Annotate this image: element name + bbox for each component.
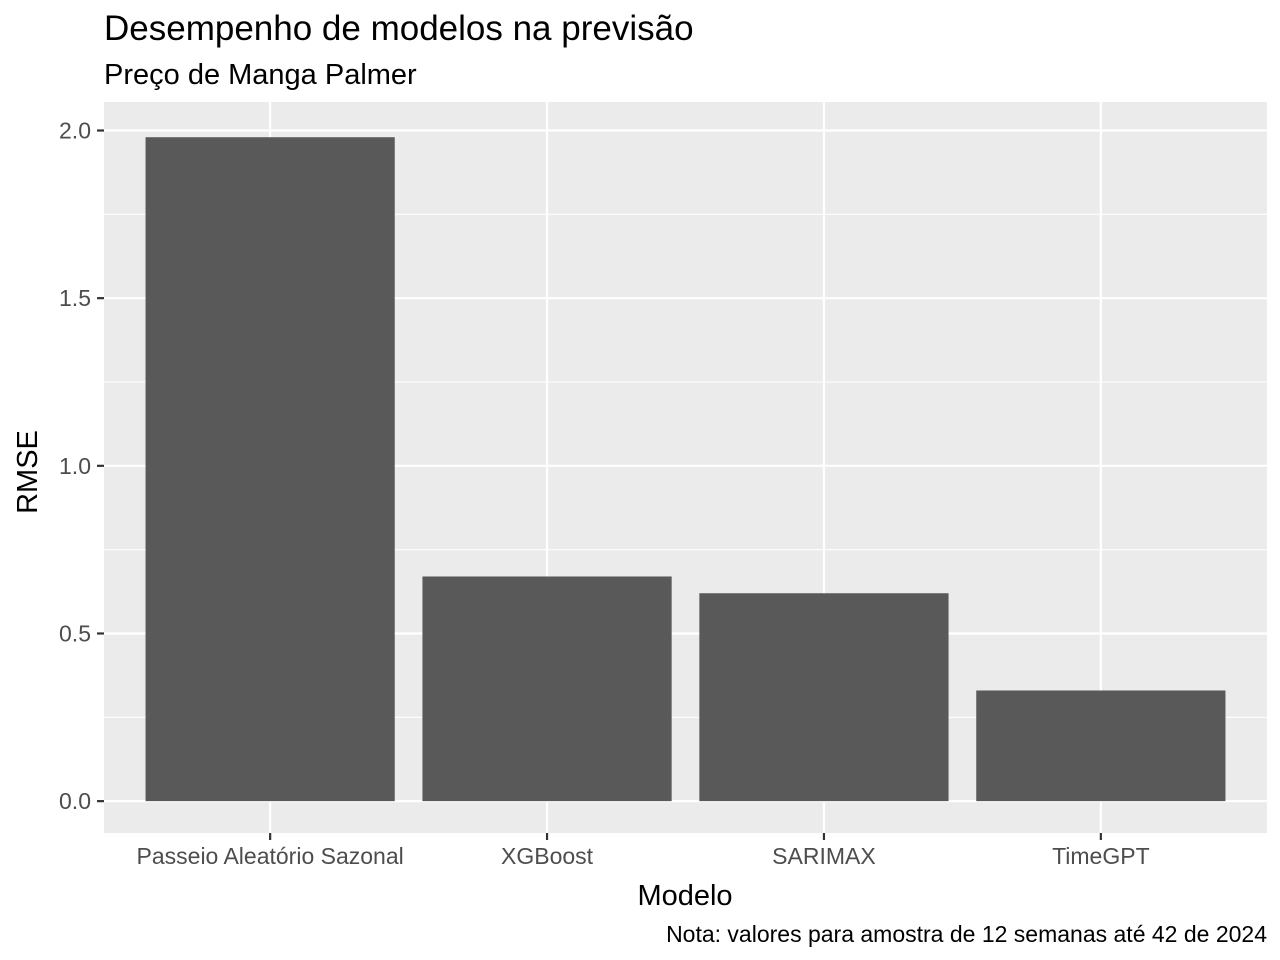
x-tick-label: TimeGPT [1052, 843, 1150, 869]
bar-sarimax [699, 593, 949, 802]
x-tick-label: XGBoost [501, 843, 594, 869]
x-tick-label: SARIMAX [772, 843, 876, 869]
y-tick-label: 1.0 [59, 453, 91, 479]
bar-timegpt [976, 690, 1226, 802]
y-tick-label: 0.0 [59, 788, 91, 814]
y-tick-label: 0.5 [59, 620, 91, 646]
y-axis-title: RMSE [12, 430, 44, 514]
chart-caption: Nota: valores para amostra de 12 semanas… [666, 921, 1267, 947]
chart-subtitle: Preço de Manga Palmer [104, 59, 417, 91]
y-tick-label: 1.5 [59, 285, 91, 311]
x-axis: Passeio Aleatório Sazonal XGBoost SARIMAX T… [137, 833, 1150, 869]
x-tick-label: Passeio Aleatório Sazonal [137, 843, 404, 869]
chart-title: Desempenho de modelos na previsão [104, 9, 694, 48]
x-axis-title: Modelo [637, 880, 732, 912]
bar-xgboost [422, 576, 672, 802]
y-tick-label: 2.0 [59, 118, 91, 144]
y-axis: 0.0 0.5 1.0 1.5 2.0 [59, 118, 104, 814]
bar-passeio-aleat-rio-sazonal [145, 137, 395, 802]
bars [145, 137, 1226, 802]
